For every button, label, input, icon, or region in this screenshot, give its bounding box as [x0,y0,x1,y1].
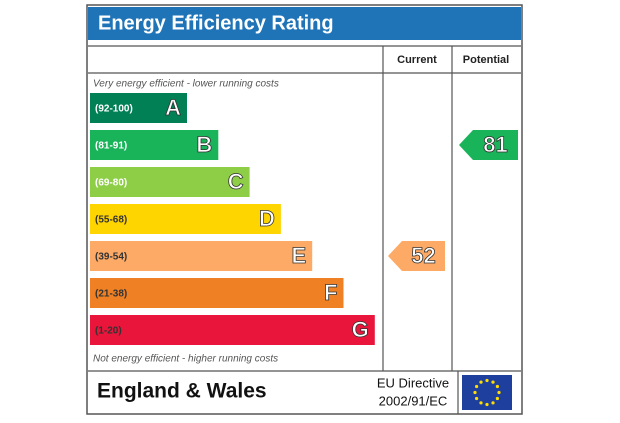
rating-value: 52 [411,243,435,268]
directive: 2002/91/EC [379,393,448,408]
band [90,278,344,308]
star [491,380,495,384]
star [491,401,495,405]
star [485,378,489,383]
band-letter: B [196,132,212,157]
title-bar [88,7,521,40]
band-letter: D [259,206,275,231]
rating-arrow [388,241,445,271]
title: Energy Efficiency Rating [98,12,334,34]
star [485,402,489,407]
band-range: (21-38) [95,289,127,300]
star [479,401,483,405]
column-header: Potential [463,54,509,66]
rating-arrow [459,130,518,160]
band-range: (92-100) [95,104,133,115]
band [90,130,219,160]
band-range: (1-20) [95,326,122,337]
band-letter: A [165,95,181,120]
star [497,390,501,395]
star [473,390,477,395]
band-range: (69-80) [95,178,127,189]
band-range: (81-91) [95,141,127,152]
band-range: (55-68) [95,215,127,226]
star [475,396,479,401]
bottom-note: Not energy efficient - higher running co… [93,354,278,365]
eu-stars [473,378,501,407]
band-letter: E [292,243,307,268]
region: England & Wales [97,380,267,403]
band [90,204,281,234]
rating-value: 81 [483,132,507,157]
top-note: Very energy efficient - lower running co… [93,79,279,90]
band [90,241,313,271]
band [90,167,250,197]
band-letter: C [228,169,244,194]
grid-lines [88,45,521,372]
star [495,396,499,401]
star [475,384,479,389]
star [479,380,483,384]
directive: EU Directive [377,375,449,390]
band [90,315,375,345]
band-letter: F [324,280,337,305]
band-range: (39-54) [95,252,127,263]
column-header: Current [397,54,437,66]
star [495,384,499,389]
band [90,93,187,123]
band-letter: G [352,317,369,342]
